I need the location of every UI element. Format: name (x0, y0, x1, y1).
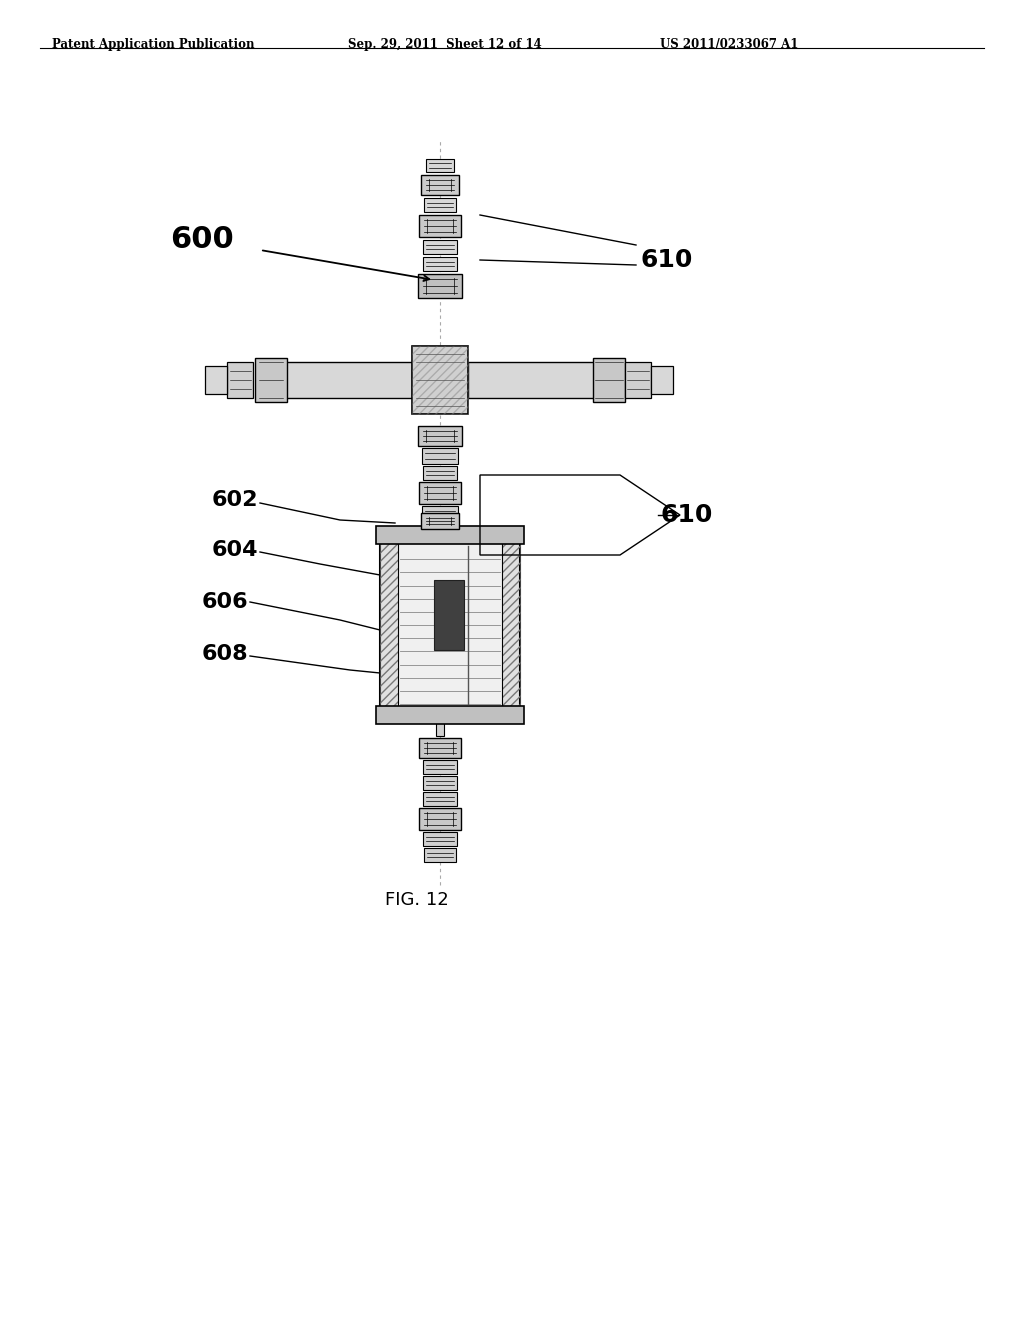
Text: 602: 602 (212, 490, 258, 510)
Bar (376, 525, 524, 544)
Bar (423, 792, 457, 807)
Bar (436, 719, 444, 737)
Bar (421, 176, 459, 195)
Bar (380, 531, 398, 719)
Bar (418, 275, 462, 298)
Bar (412, 346, 468, 414)
Bar (625, 362, 651, 399)
Bar (424, 847, 456, 862)
Bar (502, 531, 520, 719)
Bar (423, 832, 457, 846)
Text: 608: 608 (202, 644, 248, 664)
Bar (380, 531, 520, 719)
Bar (422, 447, 458, 465)
Text: 610: 610 (640, 248, 692, 272)
Text: FIG. 12: FIG. 12 (385, 891, 449, 909)
Bar (426, 158, 454, 172)
Bar (398, 543, 502, 708)
Bar (423, 240, 457, 253)
Bar (423, 760, 457, 774)
Text: 610: 610 (660, 503, 713, 527)
Bar (412, 346, 468, 414)
Bar (285, 362, 412, 399)
Bar (419, 482, 461, 504)
Bar (651, 366, 673, 393)
Text: Patent Application Publication: Patent Application Publication (52, 38, 255, 51)
Text: 606: 606 (202, 591, 248, 612)
Bar (423, 257, 457, 271)
Bar (255, 358, 287, 403)
Bar (423, 523, 457, 537)
Text: 604: 604 (212, 540, 258, 560)
Bar (205, 366, 227, 393)
Bar (422, 506, 458, 521)
Bar (423, 466, 457, 480)
Bar (434, 579, 464, 649)
Bar (376, 706, 524, 723)
Bar (468, 362, 595, 399)
Text: 600: 600 (170, 226, 233, 255)
Bar (423, 776, 457, 789)
Bar (421, 513, 459, 529)
Bar (418, 426, 462, 446)
Bar (424, 198, 456, 213)
Bar (593, 358, 625, 403)
Bar (419, 808, 461, 830)
Bar (419, 738, 461, 758)
Text: US 2011/0233067 A1: US 2011/0233067 A1 (660, 38, 799, 51)
Text: Sep. 29, 2011  Sheet 12 of 14: Sep. 29, 2011 Sheet 12 of 14 (348, 38, 542, 51)
Bar (419, 215, 461, 238)
Bar (227, 362, 253, 399)
